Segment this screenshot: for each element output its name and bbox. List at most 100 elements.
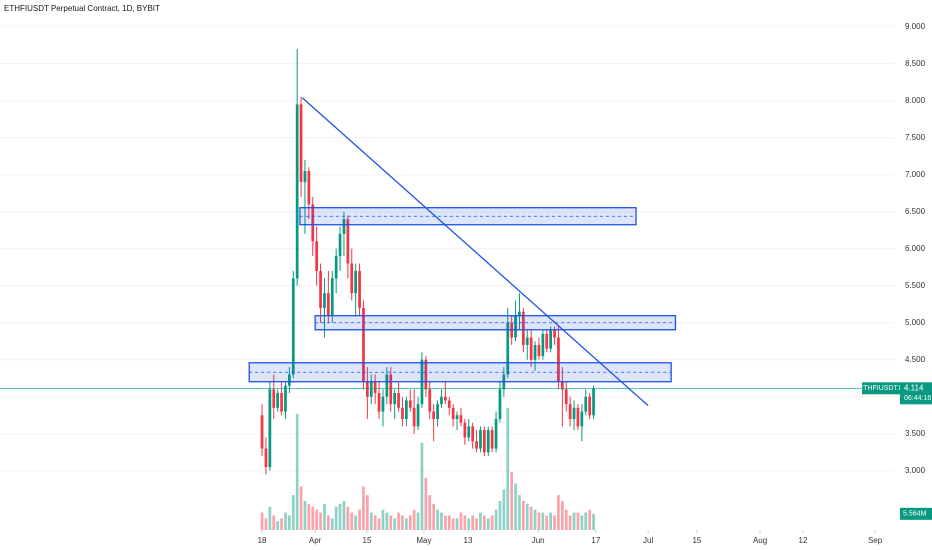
volume-bar xyxy=(393,518,397,530)
volume-bar xyxy=(291,495,295,530)
volume-bar xyxy=(529,506,533,530)
candle-body xyxy=(287,374,291,386)
volume-bar xyxy=(404,518,408,530)
candle-body xyxy=(389,374,393,405)
candle-body xyxy=(436,404,439,419)
candle-body xyxy=(342,219,346,234)
candle-body xyxy=(404,400,408,419)
volume-bar xyxy=(287,515,291,530)
candle-body xyxy=(572,407,576,419)
candle-body xyxy=(521,311,525,345)
candle-body xyxy=(326,293,330,316)
x-tick-label: Apr xyxy=(309,536,322,545)
volume-bar xyxy=(342,500,346,530)
volume-bar xyxy=(326,515,330,530)
volume-bar xyxy=(428,495,432,530)
volume-bar xyxy=(447,515,451,530)
x-tick-label: 17 xyxy=(591,536,600,545)
volume-bar xyxy=(401,515,404,530)
candle-body xyxy=(315,241,319,271)
volume-bar xyxy=(521,500,525,530)
candle-body xyxy=(303,170,307,183)
y-tick-label: 7.500 xyxy=(905,133,926,142)
y-tick-label: 4.500 xyxy=(905,355,926,364)
candle-body xyxy=(482,430,486,453)
candle-body xyxy=(377,393,381,412)
chart-title: ETHFIUSDT Perpetual Contract, 1D, BYBIT xyxy=(4,4,160,13)
candle-body xyxy=(440,396,443,405)
volume-bar xyxy=(560,500,564,530)
volume-bar xyxy=(416,512,420,530)
volume-bar xyxy=(307,503,311,530)
volume-bar xyxy=(440,512,443,530)
candle-body xyxy=(494,418,498,449)
x-tick-label: Jul xyxy=(643,536,653,545)
volume-bar xyxy=(369,512,373,530)
candle-body xyxy=(268,389,272,468)
volume-bar xyxy=(463,515,467,530)
candle-body xyxy=(323,293,326,308)
volume-bar xyxy=(471,515,475,530)
candle-body xyxy=(354,270,358,294)
candle-body xyxy=(592,388,595,416)
x-tick-label: 18 xyxy=(258,536,267,545)
candle-body xyxy=(358,270,361,308)
countdown: 06:44:16 xyxy=(904,395,931,402)
candle-body xyxy=(525,337,529,345)
candle-body xyxy=(373,381,377,394)
candle-body xyxy=(580,411,584,427)
volume-bar xyxy=(330,518,334,530)
volume-bar xyxy=(490,515,494,530)
candle-body xyxy=(459,415,463,423)
candle-body xyxy=(486,430,490,453)
candle-body xyxy=(533,344,537,360)
candle-body xyxy=(334,256,338,279)
candle-body xyxy=(369,381,373,397)
candle-body xyxy=(545,333,549,349)
volume-bar xyxy=(350,512,354,530)
volume-bar xyxy=(436,509,439,530)
candle-body xyxy=(463,422,467,438)
x-tick-label: May xyxy=(416,536,431,545)
x-tick-label: Sep xyxy=(868,536,883,545)
volume-label: 5.564M xyxy=(903,511,927,518)
volume-bar xyxy=(412,509,416,530)
y-tick-label: 9.000 xyxy=(905,22,926,31)
candle-body xyxy=(443,396,447,401)
volume-bar xyxy=(362,486,365,530)
volume-tag xyxy=(900,507,932,520)
candle-body xyxy=(553,330,556,338)
candle-body xyxy=(475,441,478,449)
volume-bar xyxy=(479,512,482,530)
volume-bar xyxy=(358,509,361,530)
volume-bar xyxy=(467,518,471,530)
candle-body xyxy=(295,104,299,279)
volume-bar xyxy=(549,512,553,530)
volume-bar xyxy=(284,512,287,530)
volume-bar xyxy=(553,515,556,530)
volume-bar xyxy=(424,477,428,530)
volume-bar xyxy=(486,518,490,530)
volume-bar xyxy=(545,515,549,530)
candle-body xyxy=(311,204,315,242)
volume-bar xyxy=(319,512,322,530)
volume-bar xyxy=(451,518,455,530)
volume-bar xyxy=(311,506,315,530)
volume-bar xyxy=(280,518,283,530)
candle-body xyxy=(299,104,303,183)
candle-body xyxy=(568,404,572,419)
volume-bar xyxy=(455,518,459,530)
x-tick-label: 12 xyxy=(799,536,808,545)
candle-body xyxy=(264,448,268,468)
candle-body xyxy=(576,407,580,427)
y-tick-label: 3.000 xyxy=(905,466,926,475)
volume-bar xyxy=(506,408,510,530)
volume-bar xyxy=(580,515,584,530)
trendline xyxy=(301,97,649,407)
candle-body xyxy=(428,389,432,412)
candle-body xyxy=(346,219,350,264)
y-tick-label: 6.500 xyxy=(905,207,926,216)
candle-body xyxy=(455,415,459,419)
volume-bar xyxy=(420,442,424,530)
